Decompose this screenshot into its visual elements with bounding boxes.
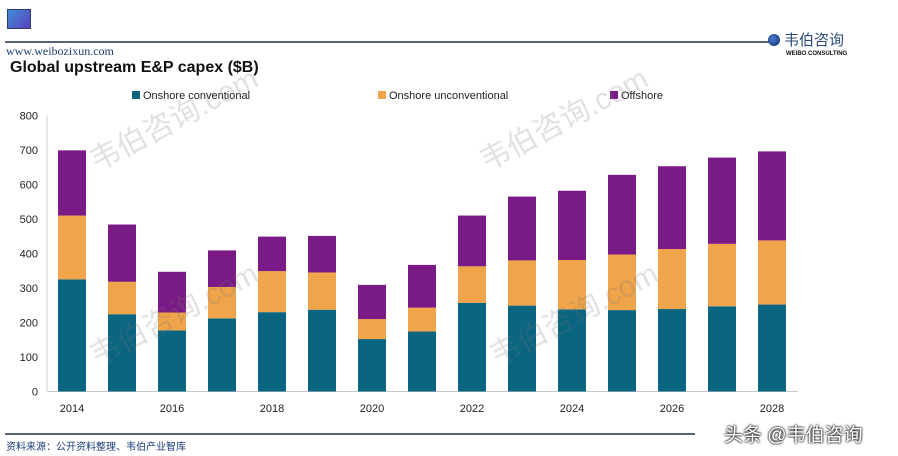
bar-segment-offshore	[58, 150, 86, 216]
source-note: 资料来源：公开资料整理、韦伯产业智库	[6, 442, 186, 453]
bar-segment-onshore-conventional	[158, 330, 186, 392]
legend-label: Onshore unconventional	[389, 90, 508, 102]
bar-segment-offshore	[508, 196, 536, 261]
y-tick-label: 500	[20, 214, 38, 226]
x-tick-label: 2024	[560, 403, 584, 415]
bar-segment-onshore-unconventional	[458, 266, 486, 303]
y-tick-label: 800	[20, 111, 38, 123]
y-tick-label: 600	[20, 180, 38, 192]
x-tick-label: 2020	[360, 403, 384, 415]
header-divider	[5, 41, 770, 43]
legend-label: Offshore	[621, 90, 663, 102]
bar-segment-onshore-unconventional	[658, 249, 686, 310]
chart-title: Global upstream E&P capex ($B)	[10, 59, 259, 76]
bar-segment-onshore-conventional	[308, 309, 336, 392]
bar-segment-offshore	[158, 271, 186, 313]
bar-segment-onshore-conventional	[108, 314, 136, 392]
y-tick-label: 0	[32, 387, 38, 399]
bar-segment-offshore	[108, 224, 136, 282]
bar-segment-offshore	[358, 284, 386, 320]
bar-segment-onshore-unconventional	[708, 243, 736, 307]
brand-name-cn: 韦伯咨询	[784, 31, 845, 49]
legend-swatch	[132, 91, 140, 99]
bar-segment-onshore-unconventional	[758, 240, 786, 305]
bar-segment-onshore-unconventional	[208, 286, 236, 319]
bar-segment-onshore-conventional	[508, 305, 536, 392]
x-tick-label: 2018	[260, 403, 284, 415]
x-tick-label: 2014	[60, 403, 84, 415]
bar-segment-offshore	[758, 151, 786, 241]
bar-segment-onshore-conventional	[758, 304, 786, 392]
bar-segment-onshore-unconventional	[108, 281, 136, 315]
bar-segment-onshore-unconventional	[558, 260, 586, 310]
x-tick-label: 2022	[460, 403, 484, 415]
y-tick-label: 200	[20, 318, 38, 330]
bar-segment-offshore	[208, 250, 236, 287]
legend-label: Onshore conventional	[143, 90, 250, 102]
y-tick-label: 300	[20, 283, 38, 295]
site-url: www.weibozixun.com	[6, 44, 114, 58]
bar-segment-onshore-conventional	[558, 309, 586, 392]
x-tick-label: 2016	[160, 403, 184, 415]
bar-segment-onshore-conventional	[458, 302, 486, 392]
bar-segment-onshore-unconventional	[158, 312, 186, 331]
bar-segment-offshore	[308, 235, 336, 273]
bar-segment-onshore-unconventional	[308, 272, 336, 310]
bar-segment-offshore	[258, 236, 286, 272]
bar-segment-offshore	[608, 174, 636, 255]
bar-segment-onshore-unconventional	[58, 215, 86, 280]
bar-segment-onshore-conventional	[208, 318, 236, 392]
bar-segment-onshore-conventional	[58, 279, 86, 392]
legend-swatch	[378, 91, 386, 99]
bar-segment-onshore-unconventional	[258, 271, 286, 313]
brand-name-en: WEIBO CONSULTING	[786, 51, 848, 57]
bar-segment-onshore-unconventional	[358, 319, 386, 340]
toutiao-watermark: 头条 @韦伯咨询	[724, 425, 863, 446]
x-tick-label: 2028	[760, 403, 784, 415]
footer-divider	[5, 433, 695, 435]
bar-segment-onshore-conventional	[708, 306, 736, 392]
bar-segment-offshore	[558, 190, 586, 261]
brand-globe-icon	[768, 34, 780, 46]
bar-segment-offshore	[458, 215, 486, 267]
bar-segment-onshore-unconventional	[608, 254, 636, 311]
bar-segment-onshore-unconventional	[508, 260, 536, 306]
bar-segment-offshore	[708, 157, 736, 244]
bar-segment-offshore	[408, 264, 436, 308]
bar-segment-onshore-conventional	[658, 309, 686, 392]
bar-segment-offshore	[658, 166, 686, 250]
bar-segment-onshore-conventional	[358, 339, 386, 392]
bar-segment-onshore-unconventional	[408, 307, 436, 332]
legend-swatch	[610, 91, 618, 99]
bar-segment-onshore-conventional	[408, 331, 436, 392]
y-tick-label: 700	[20, 145, 38, 157]
logo-icon	[7, 9, 31, 29]
bar-segment-onshore-conventional	[608, 310, 636, 392]
bar-segment-onshore-conventional	[258, 312, 286, 392]
y-tick-label: 400	[20, 249, 38, 261]
x-tick-label: 2026	[660, 403, 684, 415]
y-tick-label: 100	[20, 352, 38, 364]
